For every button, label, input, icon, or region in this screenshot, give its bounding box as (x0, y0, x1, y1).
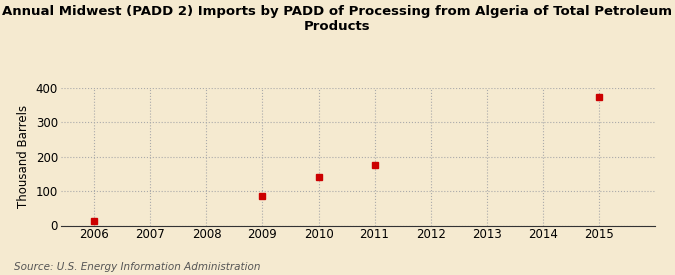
Text: Source: U.S. Energy Information Administration: Source: U.S. Energy Information Administ… (14, 262, 260, 272)
Y-axis label: Thousand Barrels: Thousand Barrels (17, 105, 30, 208)
Text: Annual Midwest (PADD 2) Imports by PADD of Processing from Algeria of Total Petr: Annual Midwest (PADD 2) Imports by PADD … (3, 6, 672, 34)
